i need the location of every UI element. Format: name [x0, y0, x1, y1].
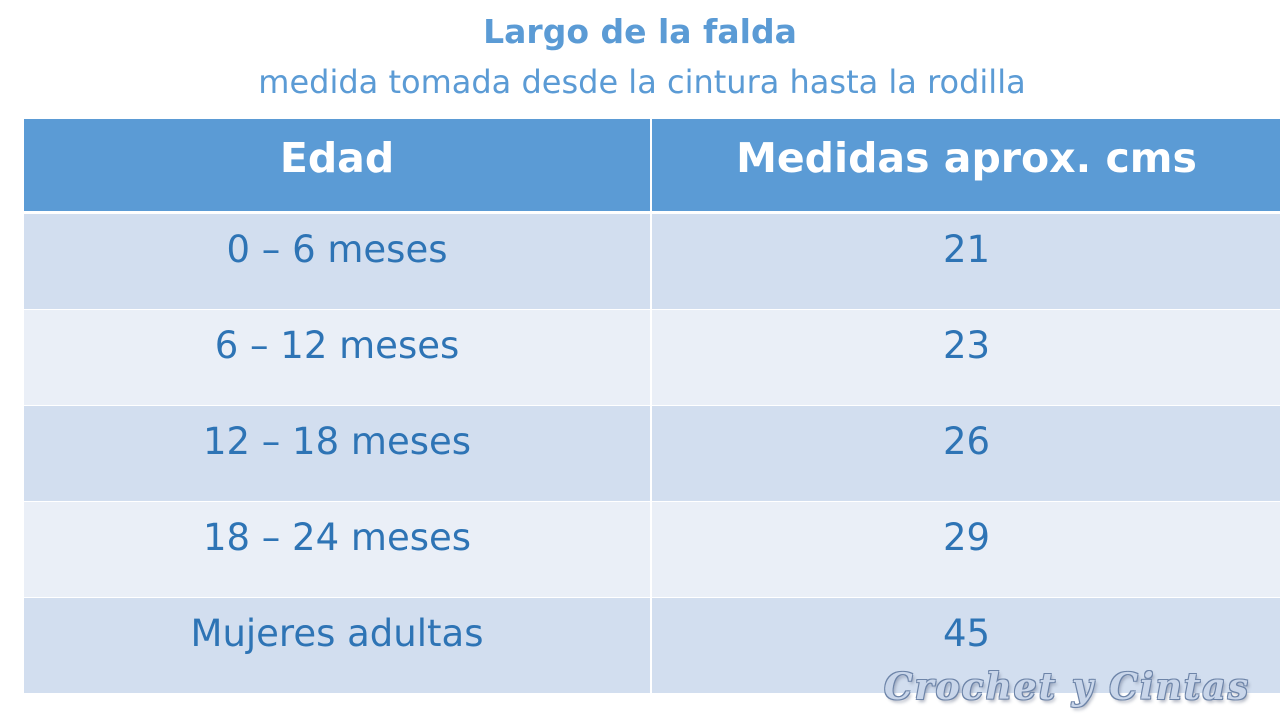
skirt-length-table: Edad Medidas aprox. cms 0 – 6 meses 21 6… [24, 119, 1280, 693]
age-cell: 0 – 6 meses [24, 212, 651, 310]
measurement-cell: 23 [650, 309, 1280, 406]
measurement-cell: 26 [650, 405, 1280, 502]
slide-subtitle: medida tomada desde la cintura hasta la … [258, 63, 1026, 101]
age-cell: 12 – 18 meses [24, 405, 651, 502]
table-row: Mujeres adultas 45 [24, 597, 1280, 693]
header-age: Edad [24, 119, 651, 214]
slide-title: Largo de la falda [483, 12, 797, 51]
age-cell: Mujeres adultas [24, 597, 651, 693]
table-row: 18 – 24 meses 29 [24, 501, 1280, 598]
header-measurement: Medidas aprox. cms [650, 119, 1280, 214]
table-row: 12 – 18 meses 26 [24, 405, 1280, 502]
table-header-row: Edad Medidas aprox. cms [24, 119, 1280, 214]
age-cell: 6 – 12 meses [24, 309, 651, 406]
measurement-cell: 21 [650, 212, 1280, 310]
measurement-cell: 29 [650, 501, 1280, 598]
age-cell: 18 – 24 meses [24, 501, 651, 598]
measurement-cell: 45 [650, 597, 1280, 693]
table-row: 0 – 6 meses 21 [24, 212, 1280, 310]
table-row: 6 – 12 meses 23 [24, 309, 1280, 406]
watermark-logo: Crochet y Cintas [884, 666, 1250, 708]
